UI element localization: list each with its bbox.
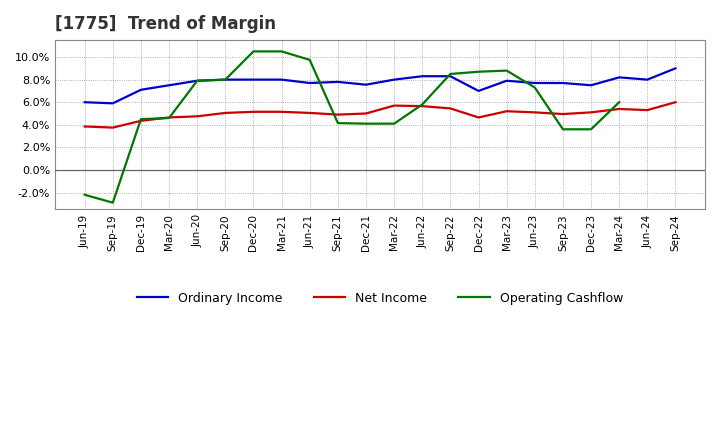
Ordinary Income	[361, 82, 370, 88]
Operating Cashflow	[333, 121, 342, 126]
Net Income	[418, 103, 426, 109]
Line: Ordinary Income: Ordinary Income	[85, 68, 675, 103]
Line: Net Income: Net Income	[85, 102, 675, 128]
Ordinary Income	[221, 77, 230, 82]
Operating Cashflow	[305, 57, 314, 62]
Net Income	[671, 99, 680, 105]
Net Income	[361, 111, 370, 116]
Ordinary Income	[305, 81, 314, 86]
Net Income	[305, 110, 314, 116]
Ordinary Income	[531, 81, 539, 86]
Net Income	[221, 110, 230, 116]
Operating Cashflow	[587, 127, 595, 132]
Line: Operating Cashflow: Operating Cashflow	[85, 51, 619, 203]
Net Income	[333, 112, 342, 117]
Ordinary Income	[333, 79, 342, 84]
Operating Cashflow	[474, 69, 483, 74]
Net Income	[193, 114, 202, 119]
Net Income	[81, 124, 89, 129]
Net Income	[446, 106, 455, 111]
Ordinary Income	[474, 88, 483, 94]
Ordinary Income	[643, 77, 652, 82]
Text: [1775]  Trend of Margin: [1775] Trend of Margin	[55, 15, 276, 33]
Ordinary Income	[446, 73, 455, 79]
Ordinary Income	[559, 81, 567, 86]
Net Income	[277, 109, 286, 114]
Net Income	[643, 107, 652, 113]
Ordinary Income	[615, 75, 624, 80]
Operating Cashflow	[615, 99, 624, 105]
Net Income	[503, 109, 511, 114]
Operating Cashflow	[503, 68, 511, 73]
Operating Cashflow	[137, 117, 145, 122]
Net Income	[109, 125, 117, 130]
Net Income	[390, 103, 398, 108]
Ordinary Income	[390, 77, 398, 82]
Ordinary Income	[249, 77, 258, 82]
Ordinary Income	[109, 101, 117, 106]
Ordinary Income	[193, 78, 202, 84]
Operating Cashflow	[165, 115, 174, 121]
Net Income	[559, 111, 567, 117]
Ordinary Income	[165, 83, 174, 88]
Net Income	[249, 109, 258, 114]
Net Income	[615, 106, 624, 112]
Operating Cashflow	[531, 85, 539, 90]
Ordinary Income	[81, 99, 89, 105]
Ordinary Income	[277, 77, 286, 82]
Net Income	[587, 110, 595, 115]
Operating Cashflow	[361, 121, 370, 126]
Operating Cashflow	[390, 121, 398, 126]
Legend: Ordinary Income, Net Income, Operating Cashflow: Ordinary Income, Net Income, Operating C…	[132, 287, 628, 310]
Net Income	[474, 115, 483, 120]
Ordinary Income	[587, 83, 595, 88]
Net Income	[137, 118, 145, 124]
Ordinary Income	[671, 66, 680, 71]
Net Income	[531, 110, 539, 115]
Ordinary Income	[137, 87, 145, 92]
Operating Cashflow	[249, 49, 258, 54]
Operating Cashflow	[559, 127, 567, 132]
Operating Cashflow	[81, 192, 89, 198]
Operating Cashflow	[221, 77, 230, 82]
Operating Cashflow	[109, 200, 117, 205]
Ordinary Income	[503, 78, 511, 84]
Operating Cashflow	[277, 49, 286, 54]
Operating Cashflow	[418, 102, 426, 107]
Operating Cashflow	[446, 71, 455, 77]
Ordinary Income	[418, 73, 426, 79]
Operating Cashflow	[193, 78, 202, 84]
Net Income	[165, 115, 174, 120]
